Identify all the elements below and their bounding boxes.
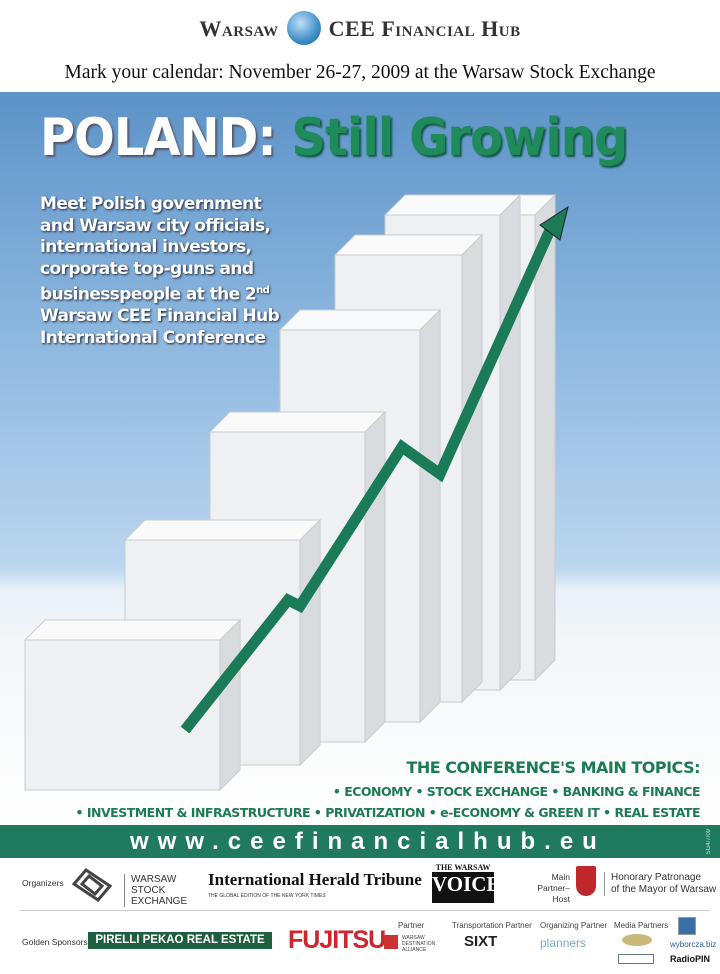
golden-sponsors-label: Golden Sponsors (22, 937, 88, 947)
topics-heading: THE CONFERENCE'S MAIN TOPICS: (406, 758, 700, 777)
bar-face (24, 639, 221, 791)
print-code: SG4/7/09 (706, 829, 712, 855)
media-label: Media Partners (614, 921, 669, 930)
organizers-label: Organizers (22, 878, 64, 888)
headline-poland: POLAND: (40, 108, 277, 168)
bar-face (23, 619, 242, 641)
intro-line: International Conference (40, 327, 266, 348)
bar-face (208, 411, 387, 433)
tagline: Mark your calendar: November 26-27, 2009… (64, 62, 656, 83)
growth-bars-illustration (23, 193, 569, 792)
transport-label: Transportation Partner (452, 921, 532, 930)
bar-face (299, 518, 321, 767)
intro-line: international investors, (40, 237, 252, 257)
warsaw-voice-logo: THE WARSAW VOICE (432, 863, 501, 903)
topics-line: • INVESTMENT & INFRASTRUCTURE • PRIVATIZ… (75, 805, 701, 820)
intro-line: Meet Polish government (40, 194, 262, 214)
intro-text: Meet Polish government and Warsaw city o… (40, 194, 300, 349)
header: Warsaw CEE Financial Hub Mark your calend… (0, 0, 720, 92)
bar-face (333, 234, 484, 256)
globe-icon (286, 11, 321, 45)
voice-top: THE WARSAW (432, 863, 494, 872)
brand-right: CEE Financial Hub (328, 16, 521, 42)
brand-left: Warsaw (199, 16, 279, 42)
media-logo-icon (618, 954, 654, 964)
wse-logo-icon (71, 868, 113, 902)
main-partner-label: Main Partner–Host (537, 872, 570, 904)
bar-face (499, 193, 521, 692)
media-logo-icon (622, 934, 652, 946)
wse-line: WARSAW (131, 874, 177, 885)
arrow-head (539, 205, 569, 241)
media-logo-icon (678, 917, 696, 935)
brand-logo: Warsaw CEE Financial Hub (0, 11, 720, 48)
bar-face (419, 308, 441, 724)
wda-logo: WARSAW DESTINATION ALLIANCE (402, 935, 436, 953)
topics-line: • ECONOMY • STOCK EXCHANGE • BANKING & F… (332, 784, 701, 799)
patronage: Honorary Patronage of the Mayor of Warsaw (604, 872, 716, 896)
intro-line: and Warsaw city officials, (40, 215, 271, 236)
growth-arrow (180, 227, 556, 734)
intro-line: corporate top-guns and (40, 258, 254, 279)
intro-line: businesspeople at the 2nd (40, 280, 300, 306)
bar-face (461, 233, 483, 704)
intro-sup: nd (256, 285, 270, 296)
radiopin-logo: RadioPIN (670, 954, 711, 964)
iht-logo: International Herald Tribune (208, 870, 422, 889)
wse-text: WARSAW STOCK EXCHANGE (124, 874, 187, 907)
divider (20, 910, 710, 911)
iht-subtitle: THE GLOBAL EDITION OF THE NEW YORK TIMES (208, 893, 326, 899)
sixt-logo: SIXT (464, 933, 498, 950)
intro-text-part: businesspeople at the 2 (40, 284, 257, 305)
pirelli-logo: PIRELLI PEKAO REAL ESTATE (88, 932, 272, 949)
intro-line: Warsaw CEE Financial Hub (40, 306, 280, 327)
website-link[interactable]: www.ceefinancialhub.eu (130, 828, 606, 855)
bar-face (278, 309, 442, 331)
warsaw-crest-icon (576, 866, 596, 896)
patronage-line: Honorary Patronage (611, 872, 702, 883)
voice-main: VOICE (432, 872, 501, 896)
wyborcza-logo: wyborcza.biz (670, 940, 717, 949)
wda-icon (384, 935, 398, 949)
partner-label: Partner (398, 921, 425, 930)
bar-face (383, 194, 522, 216)
main-topics: THE CONFERENCE'S MAIN TOPICS: • ECONOMY … (75, 758, 701, 823)
headline-still-growing: Still Growing (291, 108, 628, 168)
fujitsu-logo: FUJITSU (288, 926, 386, 954)
url-band: www.ceefinancialhub.eu SG4/7/09 (0, 825, 720, 858)
wse-line: EXCHANGE (131, 896, 188, 907)
organizing-label: Organizing Partner (540, 921, 608, 930)
bar-face (123, 519, 322, 541)
patronage-line: of the Mayor of Warsaw (611, 884, 717, 895)
bar-face (364, 410, 386, 744)
planners-logo: planners (540, 936, 587, 950)
wse-line: STOCK (131, 885, 166, 896)
headline: POLAND: Still Growing (40, 108, 628, 168)
